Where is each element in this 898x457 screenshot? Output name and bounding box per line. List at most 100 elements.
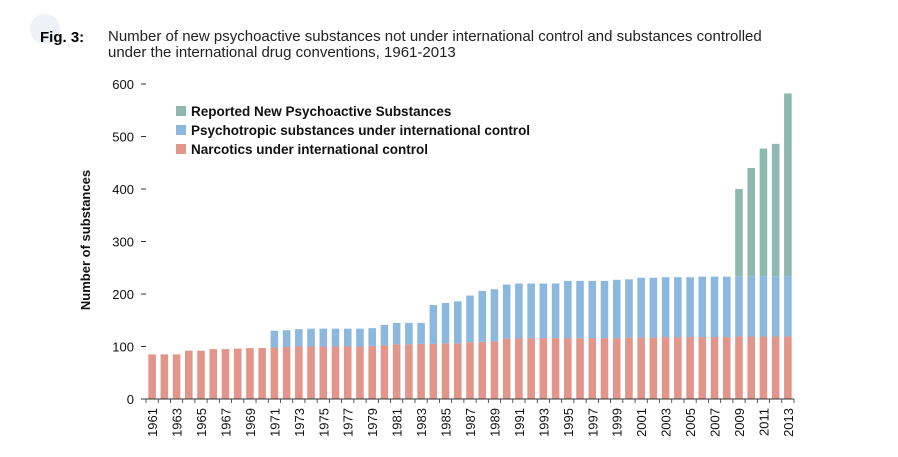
narcotics-bar	[747, 336, 755, 399]
narcotics-bar	[197, 350, 205, 399]
chart-title: Number of new psychoactive substances no…	[108, 29, 868, 61]
psychotropic-bar	[295, 329, 303, 347]
narcotics-bar	[759, 336, 768, 399]
x-tick-label: 2007	[708, 408, 723, 437]
narcotics-bar	[282, 347, 291, 399]
y-tick-label: 600	[112, 77, 134, 92]
psychotropic-bar	[343, 328, 352, 347]
psychotropic-bar	[674, 277, 682, 338]
psychotropic-bar	[405, 322, 413, 345]
psychotropic-bar	[392, 322, 401, 345]
narcotics-bar	[148, 354, 156, 399]
psychotropic-bar	[478, 290, 487, 342]
x-tick-label: 1971	[267, 408, 282, 437]
narcotics-bar	[649, 337, 658, 399]
narcotics-bar	[258, 348, 266, 399]
narcotics-bar	[674, 337, 682, 399]
narcotics-bar	[661, 337, 670, 399]
narcotics-bar	[735, 336, 743, 399]
psychotropic-bar	[527, 283, 535, 339]
narcotics-bar	[612, 338, 621, 399]
narcotics-bar	[600, 338, 609, 399]
y-tick-label: 400	[112, 182, 134, 197]
psychotropic-bar	[368, 328, 376, 346]
legend-box	[170, 99, 560, 159]
x-tick-label: 1965	[194, 408, 209, 437]
psychotropic-bar	[515, 283, 523, 339]
x-tick-label: 1995	[561, 408, 576, 437]
x-tick-label: 1999	[610, 408, 625, 437]
narcotics-bar	[380, 345, 389, 399]
narcotics-bar	[356, 346, 364, 399]
narcotics-bar	[478, 341, 487, 399]
psychotropic-bar	[380, 324, 389, 346]
narcotics-bar	[441, 343, 450, 399]
narcotics-bar	[185, 350, 193, 399]
psychotropic-bar	[564, 280, 572, 339]
chart-title-line-2: under the international drug conventions…	[108, 44, 456, 61]
x-tick-label: 1979	[365, 408, 380, 437]
psychotropic-bar	[649, 277, 658, 338]
narcotics-bar	[221, 349, 230, 399]
nps-bar	[771, 143, 780, 277]
narcotics-bar	[564, 338, 572, 399]
bars-group	[148, 93, 792, 399]
narcotics-bar	[710, 337, 719, 399]
figure-badge	[30, 14, 60, 44]
psychotropic-bar	[466, 295, 474, 343]
y-axis-label: Number of substances	[78, 170, 93, 310]
psychotropic-bar	[600, 280, 609, 339]
narcotics-bar	[515, 338, 523, 399]
narcotics-bar	[625, 337, 633, 399]
legend-swatch	[176, 106, 186, 116]
psychotropic-bar	[270, 330, 279, 348]
legend-label: Psychotropic substances under internatio…	[191, 123, 530, 138]
nps-bar	[735, 189, 743, 277]
x-tick-label: 2005	[683, 408, 698, 437]
x-tick-label: 1997	[585, 408, 600, 437]
psychotropic-bar	[759, 276, 768, 337]
narcotics-bar	[319, 346, 328, 399]
psychotropic-bar	[356, 328, 364, 347]
x-tick-label: 1983	[414, 408, 429, 437]
x-tick-label: 1967	[218, 408, 233, 437]
psychotropic-bar	[331, 328, 340, 347]
x-tick-label: 1975	[316, 408, 331, 437]
nps-bar	[747, 168, 755, 277]
narcotics-bar	[784, 336, 792, 399]
narcotics-bar	[588, 338, 597, 399]
narcotics-bar	[771, 336, 780, 399]
x-tick-label: 1987	[463, 408, 478, 437]
psychotropic-bar	[319, 328, 328, 347]
x-axis: 1961 1963 1965 1967 1969 1971 1973 1975 1977 1979…	[145, 398, 796, 437]
narcotics-bar	[686, 337, 694, 399]
psychotropic-bar	[625, 279, 633, 338]
x-tick-label: 2003	[659, 408, 674, 437]
psychotropic-bar	[307, 328, 315, 347]
psychotropic-bar	[771, 276, 780, 337]
narcotics-bar	[417, 343, 425, 399]
psychotropic-bar	[539, 283, 548, 339]
x-tick-label: 2001	[634, 408, 649, 437]
y-tick-label: 200	[112, 287, 134, 302]
x-tick-label: 2013	[781, 408, 796, 437]
psychotropic-bar	[612, 279, 621, 339]
psychotropic-bar	[784, 276, 792, 337]
legend-label: Narcotics under international control	[191, 142, 428, 157]
x-tick-label: 1973	[292, 408, 307, 437]
x-tick-label: 1989	[487, 408, 502, 437]
psychotropic-bar	[661, 277, 670, 338]
y-axis: 0 100 200 300 400 500 600	[112, 77, 146, 407]
legend-swatch	[176, 125, 186, 135]
psychotropic-bar	[576, 280, 584, 339]
x-tick-label: 1985	[439, 408, 454, 437]
x-tick-label: 2011	[756, 408, 771, 436]
y-tick-label: 100	[112, 340, 134, 355]
narcotics-bar	[246, 348, 254, 399]
x-tick-label: 1991	[512, 408, 527, 437]
narcotics-bar	[698, 337, 707, 399]
narcotics-bar	[307, 346, 315, 399]
x-tick-label: 1963	[170, 408, 185, 437]
legend-label: Reported New Psychoactive Substances	[191, 104, 451, 119]
